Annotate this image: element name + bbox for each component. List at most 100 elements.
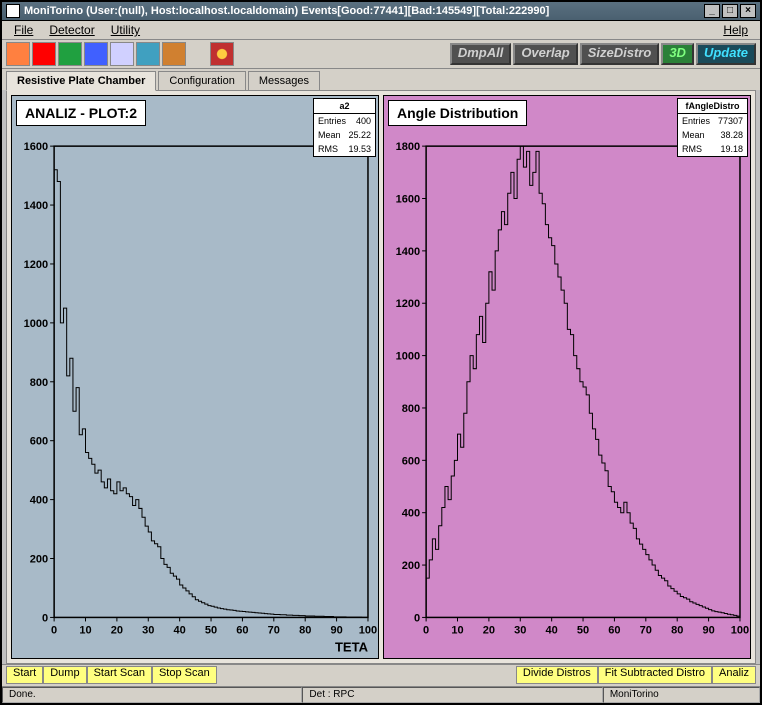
svg-text:1000: 1000 (24, 318, 49, 330)
svg-text:90: 90 (702, 625, 714, 637)
svg-text:100: 100 (731, 625, 749, 637)
svg-text:1800: 1800 (396, 141, 421, 153)
svg-text:20: 20 (483, 625, 495, 637)
plot-right-title: Angle Distribution (388, 100, 527, 126)
menu-detector[interactable]: Detector (41, 21, 102, 39)
dump-button[interactable]: Dump (43, 666, 86, 684)
svg-text:60: 60 (608, 625, 620, 637)
tab-messages[interactable]: Messages (248, 71, 320, 90)
wave-icon[interactable] (84, 42, 108, 66)
menu-help[interactable]: Help (715, 21, 756, 39)
plot-left-chart: 0200400600800100012001400160001020304050… (12, 96, 378, 658)
svg-text:20: 20 (111, 625, 123, 637)
plot-panel-left: ANALIZ - PLOT:2 a2 Entries 400 Mean 25.22 … (11, 95, 379, 659)
svg-text:40: 40 (546, 625, 558, 637)
stop-scan-button[interactable]: Stop Scan (152, 666, 217, 684)
tab-rpc[interactable]: Resistive Plate Chamber (6, 71, 156, 91)
menu-file[interactable]: File (6, 21, 41, 39)
status-app: MoniTorino (603, 687, 760, 703)
svg-text:200: 200 (402, 560, 420, 572)
stat-value: 19.53 (348, 144, 371, 154)
svg-text:80: 80 (299, 625, 311, 637)
plot-panel-right: Angle Distribution fAngleDistro Entries 7… (383, 95, 751, 659)
svg-text:0: 0 (423, 625, 429, 637)
overlap-button[interactable]: Overlap (513, 43, 577, 65)
window-icon[interactable] (110, 42, 134, 66)
stat-title: fAngleDistro (678, 99, 747, 114)
menubar: File Detector Utility Help (2, 21, 760, 40)
stat-label: Mean (682, 130, 705, 140)
svg-text:600: 600 (30, 436, 48, 448)
start-button[interactable]: Start (6, 666, 43, 684)
analiz-button[interactable]: Analiz (712, 666, 756, 684)
status-det: Det : RPC (302, 687, 602, 703)
app-icon (6, 4, 20, 18)
app-window: MoniTorino (User:(null), Host:localhost.… (0, 0, 762, 705)
toolbar: DmpAll Overlap SizeDistro 3D Update (2, 40, 760, 69)
maximize-button[interactable]: □ (722, 4, 738, 18)
sizedistro-button[interactable]: SizeDistro (580, 43, 660, 65)
close-button[interactable]: × (740, 4, 756, 18)
stat-title: a2 (314, 99, 375, 114)
titlebar: MoniTorino (User:(null), Host:localhost.… (2, 2, 760, 21)
fit-subtracted-button[interactable]: Fit Subtracted Distro (598, 666, 712, 684)
spectrum-icon[interactable] (32, 42, 56, 66)
svg-text:TETA: TETA (335, 640, 369, 655)
status-done: Done. (2, 687, 302, 703)
start-scan-button[interactable]: Start Scan (87, 666, 152, 684)
plot-left-title: ANALIZ - PLOT:2 (16, 100, 146, 126)
tab-configuration[interactable]: Configuration (158, 71, 245, 90)
green-icon[interactable] (58, 42, 82, 66)
svg-text:400: 400 (30, 495, 48, 507)
svg-text:40: 40 (174, 625, 186, 637)
svg-text:1000: 1000 (396, 351, 421, 363)
svg-text:70: 70 (268, 625, 280, 637)
window-title: MoniTorino (User:(null), Host:localhost.… (24, 5, 704, 17)
world-icon[interactable] (136, 42, 160, 66)
svg-text:0: 0 (42, 613, 48, 625)
svg-text:1600: 1600 (24, 141, 49, 153)
stat-label: Mean (318, 130, 341, 140)
stat-value: 400 (356, 116, 371, 126)
stat-label: Entries (318, 116, 346, 126)
svg-text:100: 100 (359, 625, 377, 637)
svg-text:30: 30 (514, 625, 526, 637)
dmpall-button[interactable]: DmpAll (450, 43, 512, 65)
plot-right-chart: 0200400600800100012001400160018000102030… (384, 96, 750, 658)
tabbar: Resistive Plate Chamber Configuration Me… (2, 69, 760, 90)
svg-text:800: 800 (30, 377, 48, 389)
svg-text:1400: 1400 (396, 246, 421, 258)
menu-utility[interactable]: Utility (103, 21, 148, 39)
bars-icon[interactable] (6, 42, 30, 66)
svg-text:90: 90 (330, 625, 342, 637)
divide-distros-button[interactable]: Divide Distros (516, 666, 598, 684)
token-icon[interactable] (162, 42, 186, 66)
svg-text:1200: 1200 (396, 298, 421, 310)
3d-button[interactable]: 3D (661, 43, 694, 65)
svg-text:70: 70 (640, 625, 652, 637)
stop-icon[interactable] (210, 42, 234, 66)
svg-text:200: 200 (30, 554, 48, 566)
plot-left-statbox: a2 Entries 400 Mean 25.22 RMS 19.53 (313, 98, 376, 157)
svg-text:1600: 1600 (396, 194, 421, 206)
stat-value: 19.18 (720, 144, 743, 154)
svg-text:30: 30 (142, 625, 154, 637)
svg-text:400: 400 (402, 508, 420, 520)
stat-label: Entries (682, 116, 710, 126)
svg-text:10: 10 (451, 625, 463, 637)
svg-text:80: 80 (671, 625, 683, 637)
svg-text:10: 10 (79, 625, 91, 637)
stat-label: RMS (682, 144, 702, 154)
statusbar: Done. Det : RPC MoniTorino (2, 686, 760, 703)
stat-value: 25.22 (348, 130, 371, 140)
svg-text:0: 0 (51, 625, 57, 637)
svg-text:50: 50 (577, 625, 589, 637)
plot-right-statbox: fAngleDistro Entries77307 Mean38.28 RMS1… (677, 98, 748, 157)
stat-value: 77307 (718, 116, 743, 126)
minimize-button[interactable]: _ (704, 4, 720, 18)
svg-text:1200: 1200 (24, 259, 49, 271)
stat-label: RMS (318, 144, 338, 154)
svg-text:600: 600 (402, 456, 420, 468)
svg-text:50: 50 (205, 625, 217, 637)
update-button[interactable]: Update (696, 43, 756, 65)
